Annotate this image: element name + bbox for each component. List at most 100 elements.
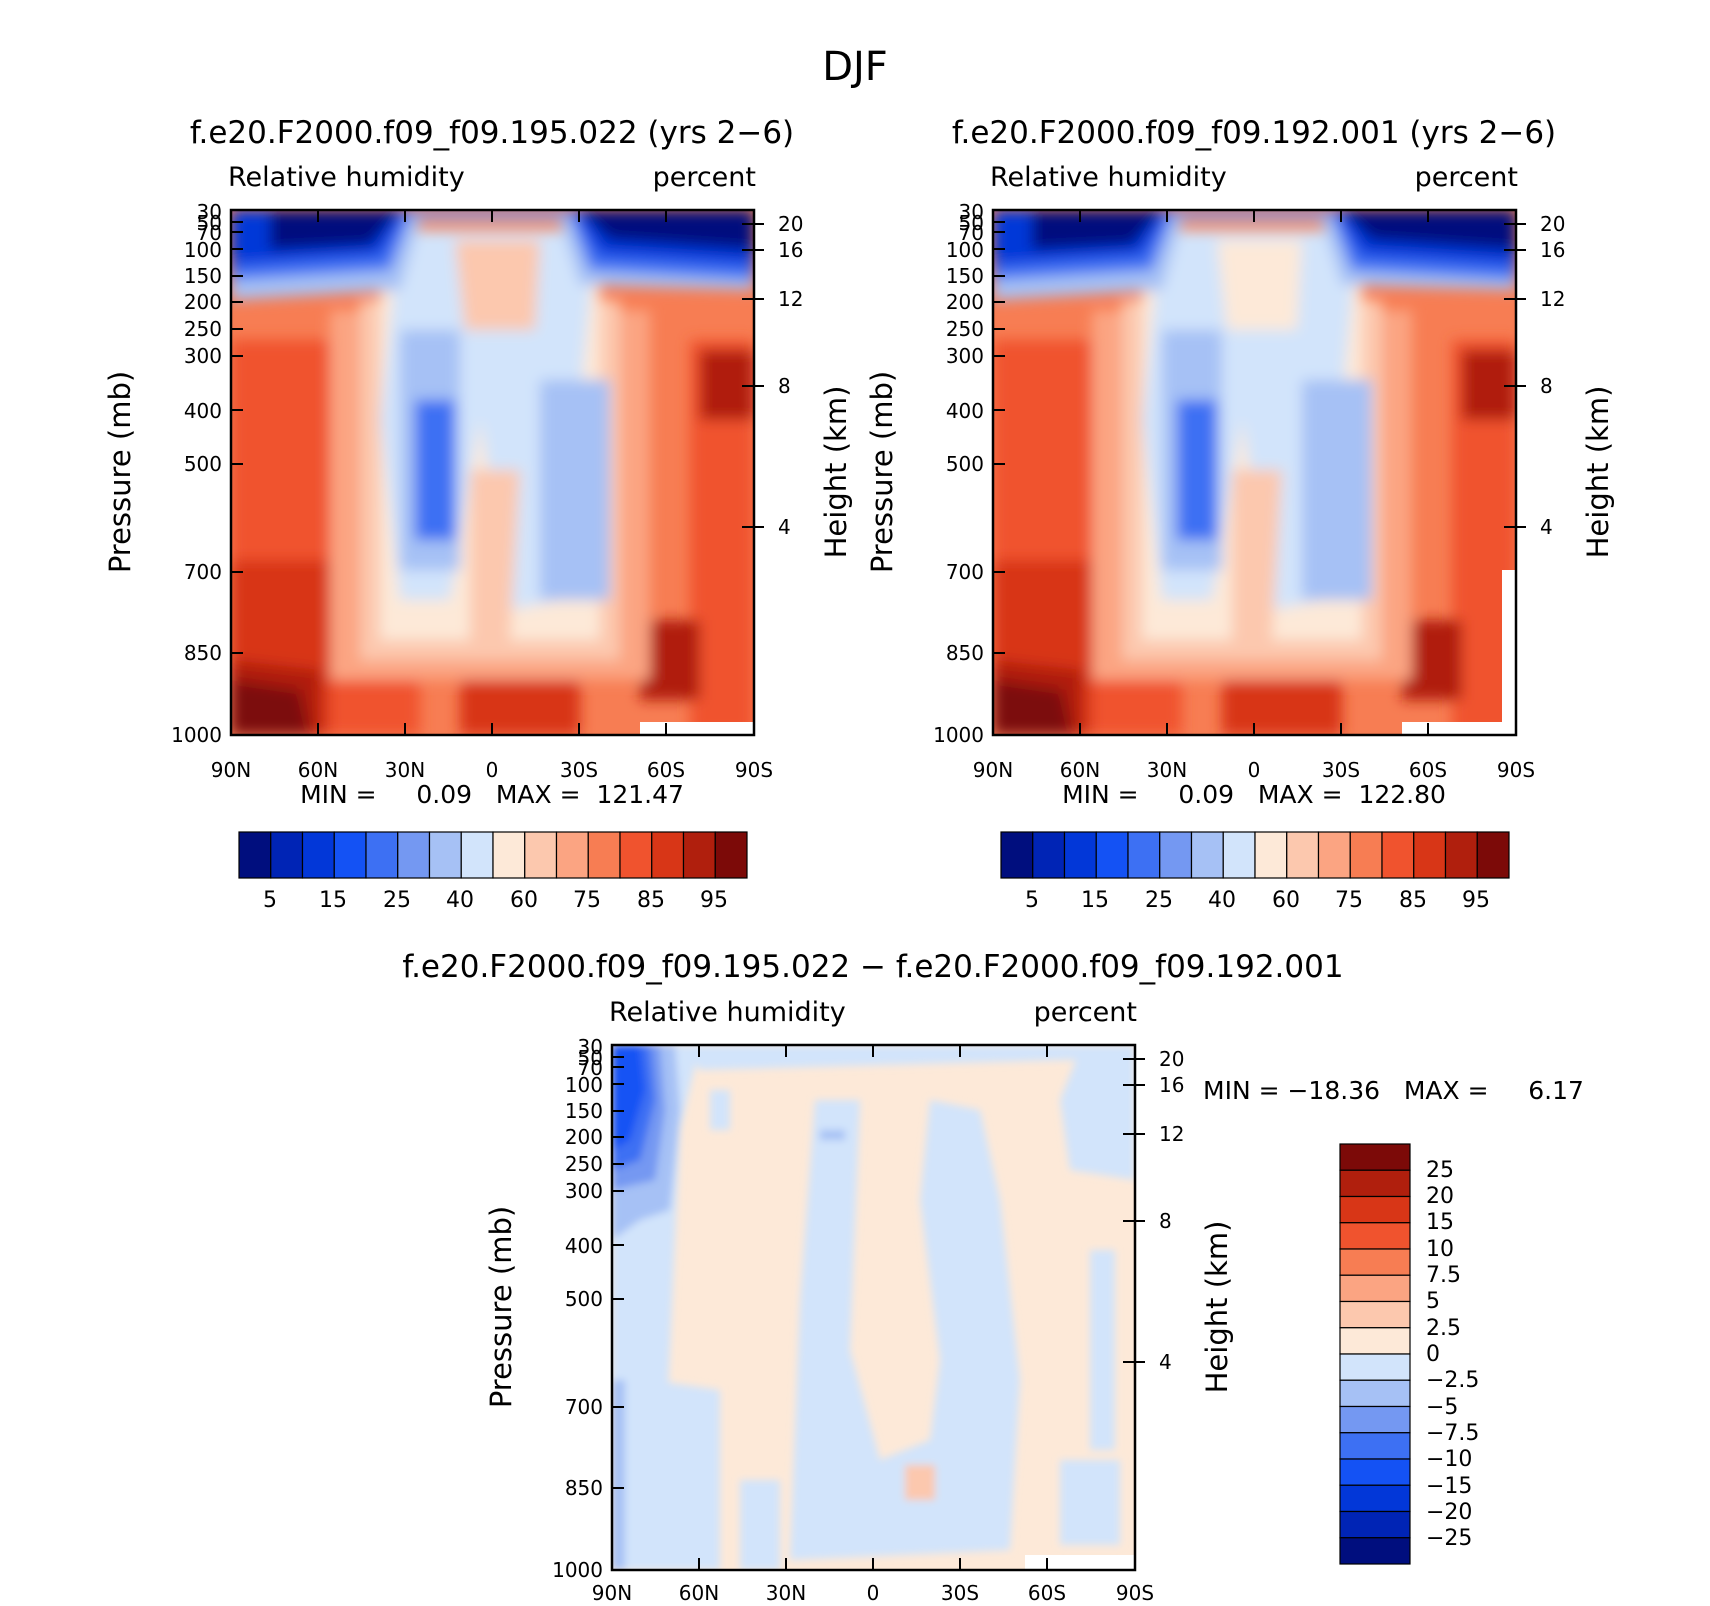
y-tick-label: 30 xyxy=(578,1035,603,1059)
y-ticks xyxy=(231,209,243,654)
colorbar-swatch xyxy=(397,831,431,879)
colorbar-tick-label: 20 xyxy=(1426,1184,1454,1209)
x-tick-label: 90S xyxy=(1497,758,1535,782)
x-tick-label: 60S xyxy=(647,758,685,782)
colorbar-tick-label: 60 xyxy=(1272,888,1300,913)
y-tick-label: 100 xyxy=(946,238,984,262)
colorbar-swatch xyxy=(1381,831,1415,879)
colorbar-swatch xyxy=(1339,1353,1411,1381)
height-tick-label: 20 xyxy=(1540,212,1565,236)
y-tick-label: 500 xyxy=(184,452,222,476)
x-axis: 90N 60N 30N 0 30S 60S 90S xyxy=(592,1045,1154,1605)
colorbar-swatch xyxy=(1339,1432,1411,1460)
colorbar-tick-label: 60 xyxy=(510,888,538,913)
colorbar-swatch xyxy=(1444,831,1478,879)
colorbar-tick-label: 5 xyxy=(1025,888,1039,913)
colorbar-tick-label: 15 xyxy=(319,888,347,913)
height-tick-label: 16 xyxy=(1540,238,1565,262)
height-tick-label: 8 xyxy=(1159,1209,1172,1233)
y-tick-label: 250 xyxy=(184,317,222,341)
colorbar-swatch xyxy=(428,831,462,879)
contour-field xyxy=(231,210,754,735)
min-max-label: MIN = −18.36 MAX = 6.17 xyxy=(1203,1076,1584,1105)
x-tick-label: 0 xyxy=(486,758,499,782)
colorbar-swatch xyxy=(270,831,304,879)
height-tick-label: 12 xyxy=(1159,1122,1184,1146)
height-tick-label: 20 xyxy=(1159,1047,1184,1071)
x-tick-label: 90N xyxy=(973,758,1013,782)
height-tick-label: 4 xyxy=(1540,515,1553,539)
height-tick-label: 8 xyxy=(1540,374,1553,398)
panel-model-192-001: f.e20.F2000.f09_f09.192.001 (yrs 2−6) Re… xyxy=(865,115,1615,913)
colorbar-tick-label: 75 xyxy=(573,888,601,913)
colorbar-swatch xyxy=(1339,1510,1411,1539)
y-tick-label: 400 xyxy=(184,399,222,423)
x-tick-label: 30N xyxy=(766,1581,806,1605)
y-tick-label: 50 xyxy=(197,211,222,235)
y-tick-label: 70 xyxy=(578,1056,603,1080)
right-string: percent xyxy=(1415,162,1518,193)
colorbar xyxy=(1339,1143,1411,1565)
y-tick-label: 70 xyxy=(197,221,222,245)
y-axis-right-label: Height (km) xyxy=(819,386,853,559)
left-string: Relative humidity xyxy=(990,162,1227,193)
colorbar-tick-label: −7.5 xyxy=(1426,1421,1479,1446)
colorbar-tick-label: 40 xyxy=(446,888,474,913)
x-axis: 90N 60N 30N 0 30S 60S 90S xyxy=(973,210,1535,782)
height-tick-label: 4 xyxy=(1159,1350,1172,1374)
colorbar-swatch xyxy=(1413,831,1447,879)
x-tick-label: 0 xyxy=(1248,758,1261,782)
colorbar-swatch xyxy=(365,831,399,879)
min-max-label: MIN = 0.09 MAX = 121.47 xyxy=(300,780,684,809)
right-string: percent xyxy=(1034,997,1137,1028)
y-tick-label: 400 xyxy=(565,1234,603,1258)
x-tick-label: 60N xyxy=(679,1581,719,1605)
colorbar-tick-label: 10 xyxy=(1426,1237,1454,1262)
colorbar-swatch xyxy=(1222,831,1256,879)
y-tick-label: 150 xyxy=(946,264,984,288)
colorbar-swatch xyxy=(1339,1300,1411,1329)
y-tick-label: 150 xyxy=(184,264,222,288)
y-tick-label: 50 xyxy=(578,1046,603,1070)
colorbar-tick-label: 15 xyxy=(1426,1210,1454,1235)
y-tick-label: 500 xyxy=(565,1287,603,1311)
colorbar-swatch xyxy=(333,831,367,879)
colorbar-tick-label: 2.5 xyxy=(1426,1316,1461,1341)
colorbar-tick-label: 25 xyxy=(1426,1158,1454,1183)
colorbar-swatch xyxy=(1032,831,1066,879)
x-tick-label: 60N xyxy=(298,758,338,782)
colorbar-tick-label: 85 xyxy=(637,888,665,913)
colorbar-swatch xyxy=(1127,831,1161,879)
x-tick-label: 30S xyxy=(560,758,598,782)
y-axis-label: Pressure (mb) xyxy=(484,1206,518,1408)
y-tick-label: 500 xyxy=(946,452,984,476)
y-tick-label: 70 xyxy=(959,221,984,245)
colorbar-swatch xyxy=(714,831,748,879)
colorbar-tick-label: 15 xyxy=(1081,888,1109,913)
colorbar-swatch xyxy=(238,831,272,879)
colorbar-swatch xyxy=(1339,1222,1411,1250)
right-string: percent xyxy=(653,162,756,193)
y-tick-label: 200 xyxy=(565,1125,603,1149)
page-title: DJF xyxy=(822,44,888,90)
y-axis-label: Pressure (mb) xyxy=(103,371,137,573)
colorbar-swatch xyxy=(1339,1379,1411,1408)
colorbar-labels: 5 15 25 40 60 75 85 95 xyxy=(263,888,728,913)
height-tick-label: 16 xyxy=(778,238,803,262)
colorbar-swatch xyxy=(1339,1537,1411,1565)
colorbar-swatch xyxy=(1190,831,1224,879)
y-axis-left: 30 50 70 100 150 200 250 300 400 500 700… xyxy=(171,200,243,747)
left-string: Relative humidity xyxy=(228,162,465,193)
colorbar-swatch xyxy=(492,831,526,879)
left-string: Relative humidity xyxy=(609,997,846,1028)
colorbar-tick-label: −10 xyxy=(1426,1447,1472,1472)
y-tick-label: 850 xyxy=(184,641,222,665)
x-tick-label: 60S xyxy=(1409,758,1447,782)
y-axis-left: 30 50 70 100 150 200 250 300 400 500 700… xyxy=(552,1035,624,1582)
x-axis: 90N 60N 30N 0 30S 60S 90S xyxy=(211,210,773,782)
x-tick-label: 90S xyxy=(1116,1581,1154,1605)
colorbar-swatch xyxy=(1339,1169,1411,1198)
colorbar-swatch xyxy=(1254,831,1288,879)
y-axis-label: Pressure (mb) xyxy=(865,371,899,573)
